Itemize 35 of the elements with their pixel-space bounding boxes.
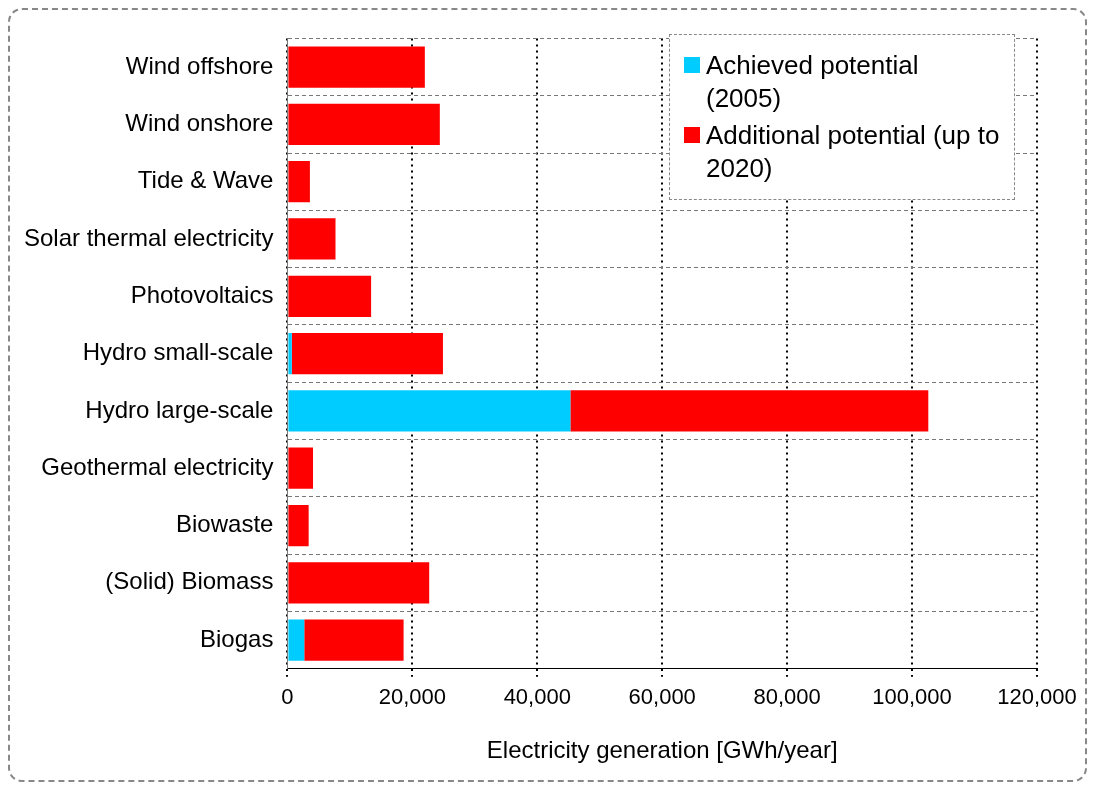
legend-label: Achieved potential (2005) bbox=[706, 49, 920, 115]
y-tick-label: Hydro large-scale bbox=[85, 395, 274, 423]
y-tick-label: (Solid) Biomass bbox=[105, 567, 274, 595]
bar bbox=[288, 332, 292, 375]
bar bbox=[288, 275, 372, 317]
y-tick-label: Wind onshore bbox=[125, 108, 274, 136]
y-tick-label: Biogas bbox=[200, 624, 274, 652]
bar bbox=[288, 447, 314, 489]
bar bbox=[288, 103, 440, 145]
bar bbox=[288, 562, 430, 604]
y-tick-label: Hydro small-scale bbox=[82, 338, 274, 366]
x-tick-label: 80,000 bbox=[753, 684, 821, 710]
x-tick-label: 20,000 bbox=[378, 684, 446, 710]
bar bbox=[288, 504, 309, 547]
bar bbox=[304, 619, 404, 661]
bar bbox=[288, 161, 310, 203]
bar bbox=[291, 332, 443, 375]
y-tick-label: Tide & Wave bbox=[137, 166, 274, 194]
bar bbox=[288, 390, 571, 432]
y-tick-label: Geothermal electricity bbox=[41, 452, 274, 480]
bar bbox=[288, 218, 336, 260]
y-tick-label: Solar thermal electricity bbox=[23, 223, 274, 251]
legend-label: Additional potential (up to 2020) bbox=[706, 119, 1000, 185]
x-axis-title: Electricity generation [GWh/year] bbox=[486, 736, 838, 764]
x-tick-label: 100,000 bbox=[872, 684, 952, 710]
x-tick-label: 0 bbox=[281, 684, 294, 710]
bar bbox=[288, 619, 305, 661]
y-tick-label: Biowaste bbox=[176, 510, 274, 538]
bar bbox=[570, 390, 929, 432]
bar bbox=[288, 46, 425, 88]
y-tick-label: Photovoltaics bbox=[130, 280, 274, 308]
x-tick-label: 120,000 bbox=[997, 684, 1077, 710]
x-tick-label: 40,000 bbox=[503, 684, 571, 710]
x-tick-label: 60,000 bbox=[628, 684, 696, 710]
y-tick-label: Wind offshore bbox=[125, 51, 274, 79]
